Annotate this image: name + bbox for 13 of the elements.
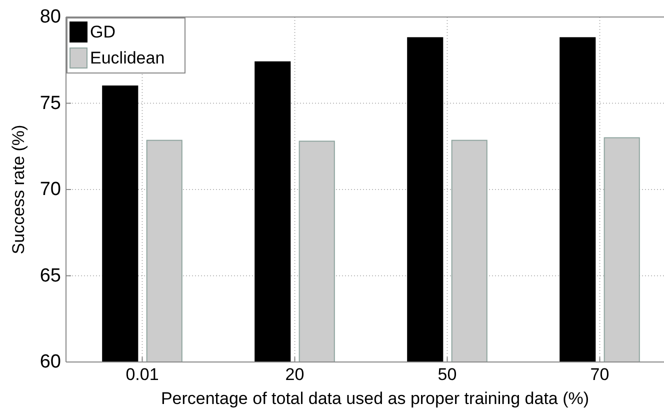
x-tick-label: 0.01: [126, 365, 159, 384]
y-tick-label: 80: [40, 6, 61, 28]
y-tick-label: 75: [40, 92, 61, 114]
x-axis-title: Percentage of total data used as proper training data (%): [160, 389, 590, 408]
y-axis-title: Success rate (%): [9, 124, 28, 254]
x-tick-label: 20: [285, 365, 304, 384]
y-tick-label: 65: [40, 265, 61, 286]
legend-label: Euclidean: [90, 48, 165, 68]
y-tick-label: 60: [40, 352, 61, 372]
y-tick-label: 70: [40, 179, 61, 200]
x-tick-label: 50: [438, 365, 457, 384]
legend-label: GD: [90, 22, 116, 42]
x-tick-label: 70: [590, 365, 610, 384]
